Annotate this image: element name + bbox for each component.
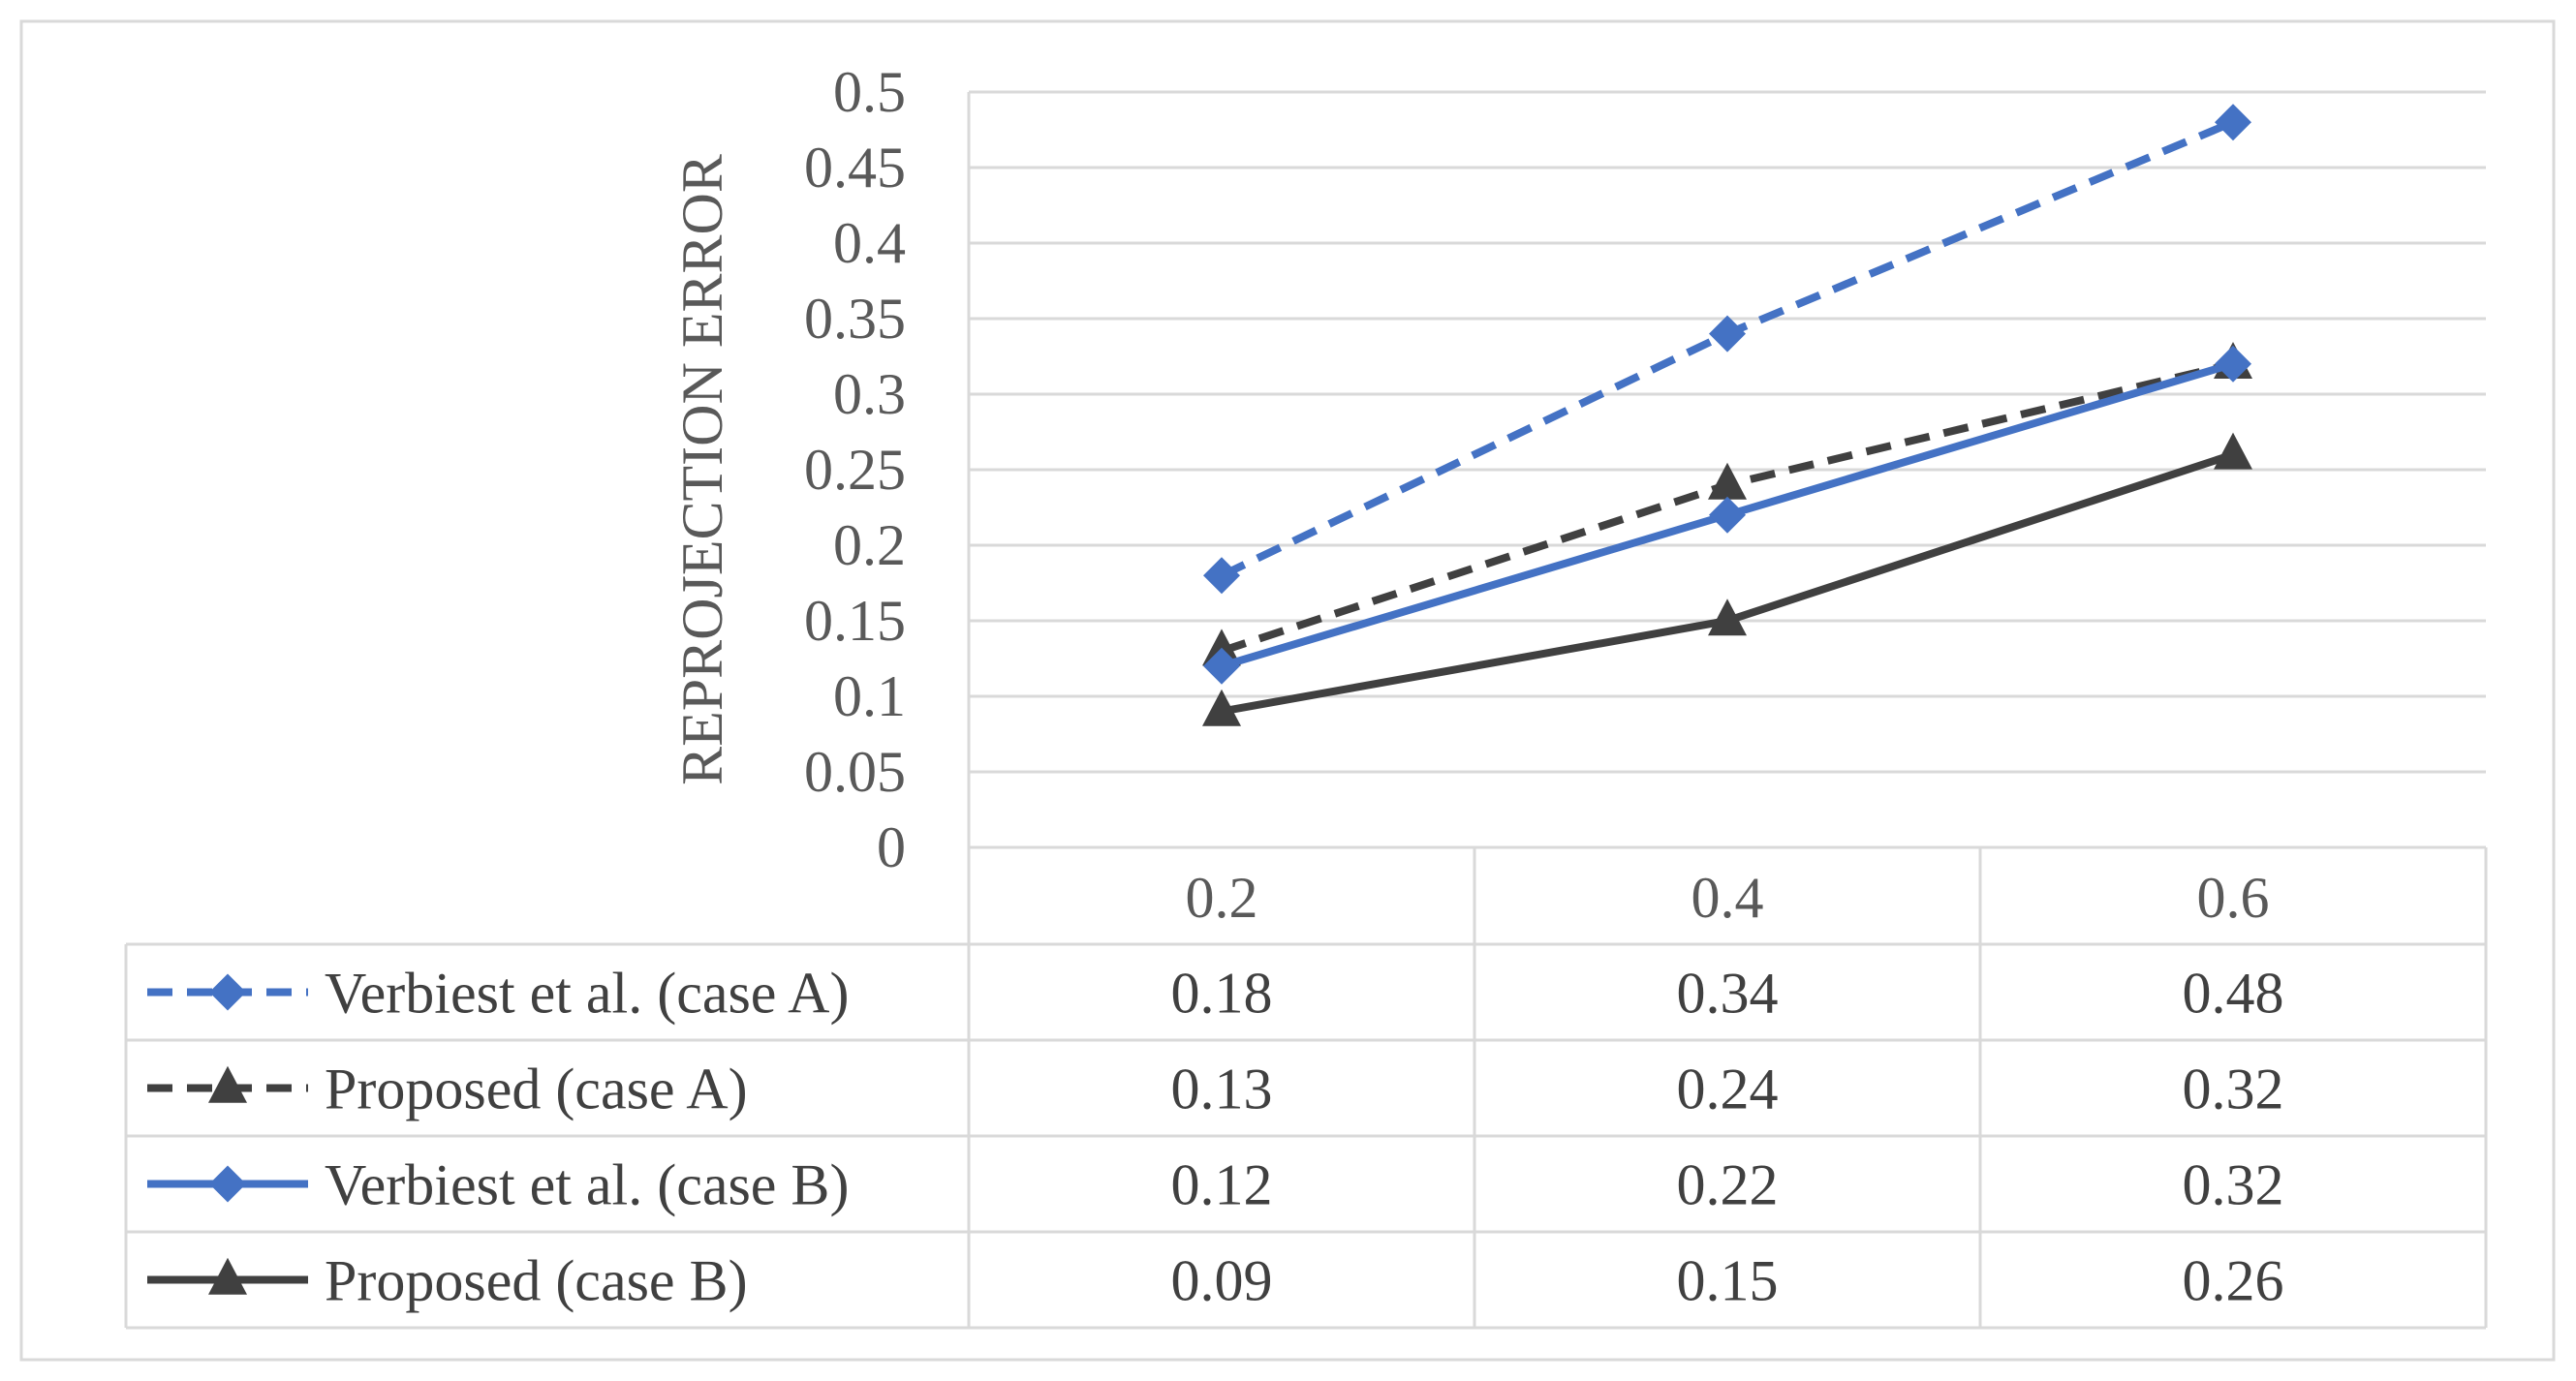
table-cell-value: 0.09 [1171,1249,1273,1313]
table-cell-value: 0.26 [2183,1249,2284,1313]
data-point [1203,647,1240,685]
table-cell-value: 0.22 [1677,1153,1779,1217]
data-point [2215,345,2251,383]
legend-key-marker [209,973,246,1011]
legend-key-marker [208,1065,247,1103]
legend-label: Verbiest et al. (case A) [325,962,849,1026]
data-point [1709,315,1746,353]
data-point [1708,462,1747,500]
table-cell-value: 0.48 [2183,962,2284,1026]
y-axis-ticks: 0 0.05 0.1 0.15 0.2 0.25 0.3 0.35 0.4 0.45 0.5 [804,60,906,879]
y-tick-label: 0.05 [804,740,906,804]
legend-key-marker [208,1257,247,1295]
x-tick-label: 0.2 [1186,866,1258,930]
y-axis-label: REPROJECTION ERROR [670,154,734,785]
table-cell-value: 0.18 [1171,962,1273,1026]
legend-label: Proposed (case A) [325,1058,748,1121]
series-lines [1202,104,2252,726]
y-tick-label: 0.1 [833,664,906,728]
table-cell-value: 0.12 [1171,1153,1273,1217]
y-tick-label: 0.3 [833,362,906,426]
table-cell-value: 0.32 [2183,1153,2284,1217]
y-tick-label: 0.45 [804,136,906,199]
y-tick-label: 0.35 [804,287,906,351]
x-tick-label: 0.4 [1691,866,1764,930]
table-cell-value: 0.34 [1677,962,1779,1026]
data-point [1709,496,1746,534]
y-tick-label: 0.15 [804,589,906,653]
data-point [1202,629,1241,666]
data-point [2214,432,2252,470]
y-tick-label: 0 [877,815,906,879]
legend-label: Proposed (case B) [325,1249,748,1313]
legend-label: Verbiest et al. (case B) [325,1153,849,1217]
data-point [2215,104,2251,141]
table-cell-value: 0.24 [1677,1058,1779,1121]
y-tick-label: 0.5 [833,60,906,124]
legend-key-marker [209,1165,246,1203]
y-tick-label: 0.2 [833,513,906,577]
data-point [1202,689,1241,726]
data-point [1203,557,1240,595]
y-tick-label: 0.25 [804,438,906,502]
data-table: 0.2 0.4 0.6 Verbiest et al. (case A) 0.18 0.3… [124,845,2488,1330]
table-cell-value: 0.13 [1171,1058,1273,1121]
x-tick-label: 0.6 [2197,866,2270,930]
y-tick-label: 0.4 [833,211,906,275]
data-point [1708,598,1747,636]
table-cell-value: 0.32 [2183,1058,2284,1121]
table-cell-value: 0.15 [1677,1249,1779,1313]
